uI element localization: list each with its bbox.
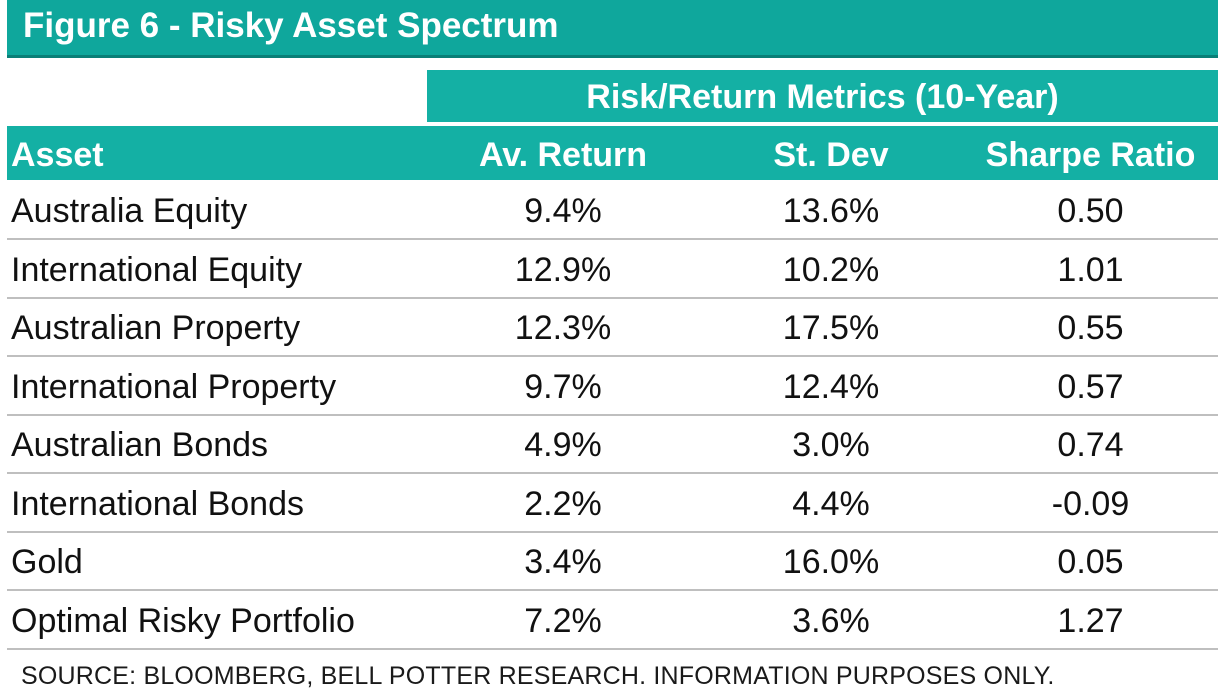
cell-av-return: 12.3% xyxy=(514,309,612,347)
table-row: International Property 9.7% 12.4% 0.57 xyxy=(7,358,1218,416)
cell-asset: Australian Property xyxy=(11,309,301,347)
cell-av-return: 4.9% xyxy=(524,426,602,464)
table-row: Optimal Risky Portfolio 7.2% 3.6% 1.27 xyxy=(7,592,1218,650)
cell-asset: Australia Equity xyxy=(11,192,248,230)
cell-asset: Gold xyxy=(11,543,83,581)
figure-frame: Figure 6 - Risky Asset Spectrum Risk/Ret… xyxy=(7,0,1218,690)
cell-sharpe-ratio: 0.57 xyxy=(1057,368,1124,406)
cell-sharpe-ratio: 0.05 xyxy=(1057,543,1124,581)
cell-av-return: 9.7% xyxy=(524,368,602,406)
metrics-group-header: Risk/Return Metrics (10-Year) xyxy=(427,70,1218,122)
table-row: Australian Bonds 4.9% 3.0% 0.74 xyxy=(7,416,1218,474)
cell-st-dev: 3.6% xyxy=(792,602,870,640)
cell-st-dev: 10.2% xyxy=(782,251,880,289)
cell-asset: Australian Bonds xyxy=(11,426,269,464)
cell-st-dev: 12.4% xyxy=(782,368,880,406)
cell-st-dev: 4.4% xyxy=(792,485,870,523)
cell-sharpe-ratio: -0.09 xyxy=(1051,485,1130,523)
table-row: Australian Property 12.3% 17.5% 0.55 xyxy=(7,299,1218,357)
cell-sharpe-ratio: 0.55 xyxy=(1057,309,1124,347)
table-row: Australia Equity 9.4% 13.6% 0.50 xyxy=(7,182,1218,240)
table-row: International Bonds 2.2% 4.4% -0.09 xyxy=(7,475,1218,533)
column-header-sharpe-ratio: Sharpe Ratio xyxy=(985,136,1196,174)
cell-sharpe-ratio: 1.27 xyxy=(1057,602,1124,640)
cell-sharpe-ratio: 0.74 xyxy=(1057,426,1124,464)
cell-av-return: 7.2% xyxy=(524,602,602,640)
cell-asset: International Bonds xyxy=(11,485,304,523)
cell-av-return: 9.4% xyxy=(524,192,602,230)
cell-asset: International Property xyxy=(11,368,337,406)
cell-sharpe-ratio: 0.50 xyxy=(1057,192,1124,230)
column-header-av-return: Av. Return xyxy=(478,136,648,174)
figure-title: Figure 6 - Risky Asset Spectrum xyxy=(23,6,559,45)
column-header-st-dev: St. Dev xyxy=(773,136,889,174)
title-bar: Figure 6 - Risky Asset Spectrum xyxy=(7,0,1218,58)
cell-st-dev: 16.0% xyxy=(782,543,880,581)
column-header-row: Asset Av. Return St. Dev Sharpe Ratio xyxy=(7,126,1218,180)
table-row: International Equity 12.9% 10.2% 1.01 xyxy=(7,241,1218,299)
cell-asset: International Equity xyxy=(11,251,303,289)
cell-av-return: 2.2% xyxy=(524,485,602,523)
cell-st-dev: 3.0% xyxy=(792,426,870,464)
cell-av-return: 12.9% xyxy=(514,251,612,289)
table-row: Gold 3.4% 16.0% 0.05 xyxy=(7,533,1218,591)
cell-av-return: 3.4% xyxy=(524,543,602,581)
source-note: SOURCE: BLOOMBERG, BELL POTTER RESEARCH.… xyxy=(21,662,1055,690)
column-header-asset: Asset xyxy=(11,136,104,174)
cell-st-dev: 13.6% xyxy=(782,192,880,230)
cell-asset: Optimal Risky Portfolio xyxy=(11,602,355,640)
cell-st-dev: 17.5% xyxy=(782,309,880,347)
cell-sharpe-ratio: 1.01 xyxy=(1057,251,1124,289)
